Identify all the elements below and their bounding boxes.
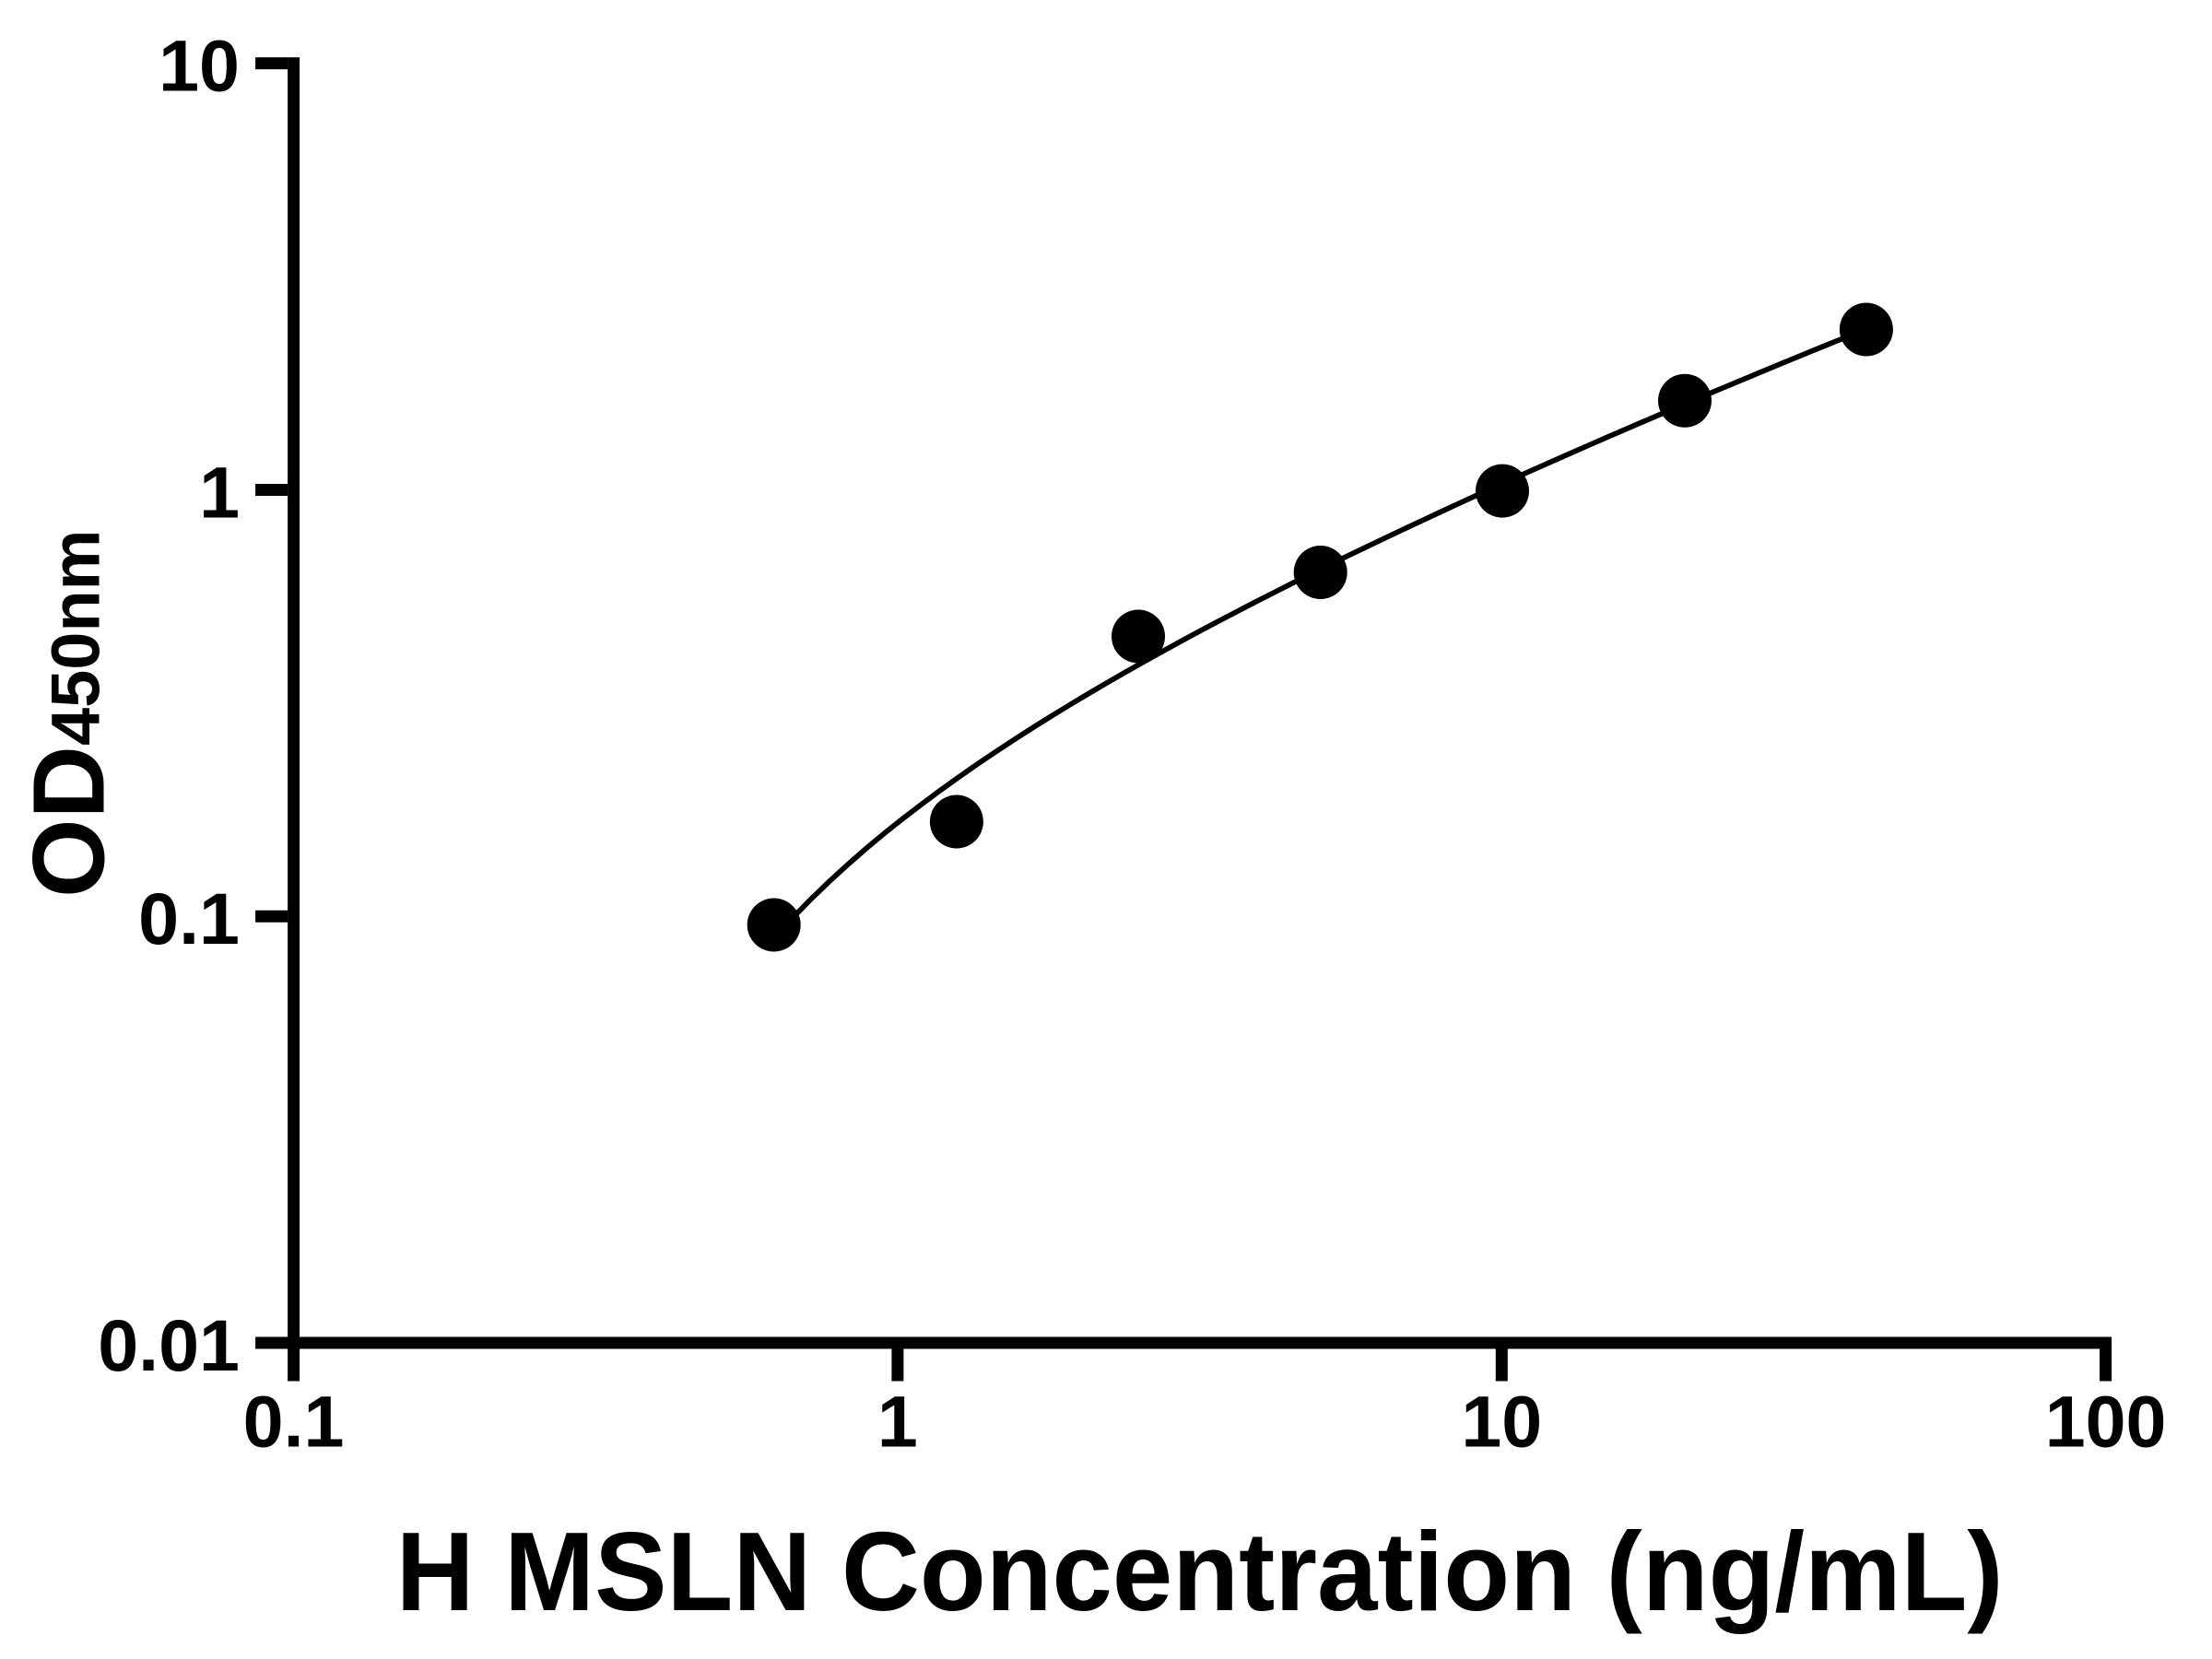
svg-text:H MSLN Concentration (ng/mL): H MSLN Concentration (ng/mL) (396, 1509, 2004, 1634)
svg-text:10: 10 (1461, 1380, 1542, 1462)
svg-text:1: 1 (199, 452, 240, 534)
svg-text:10: 10 (159, 25, 240, 107)
svg-text:1: 1 (877, 1380, 918, 1462)
svg-text:0.1: 0.1 (243, 1380, 345, 1462)
svg-text:0.01: 0.01 (98, 1304, 240, 1386)
svg-text:0.1: 0.1 (138, 877, 240, 959)
svg-text:OD450nm: OD450nm (13, 530, 126, 898)
svg-text:100: 100 (2045, 1380, 2167, 1462)
